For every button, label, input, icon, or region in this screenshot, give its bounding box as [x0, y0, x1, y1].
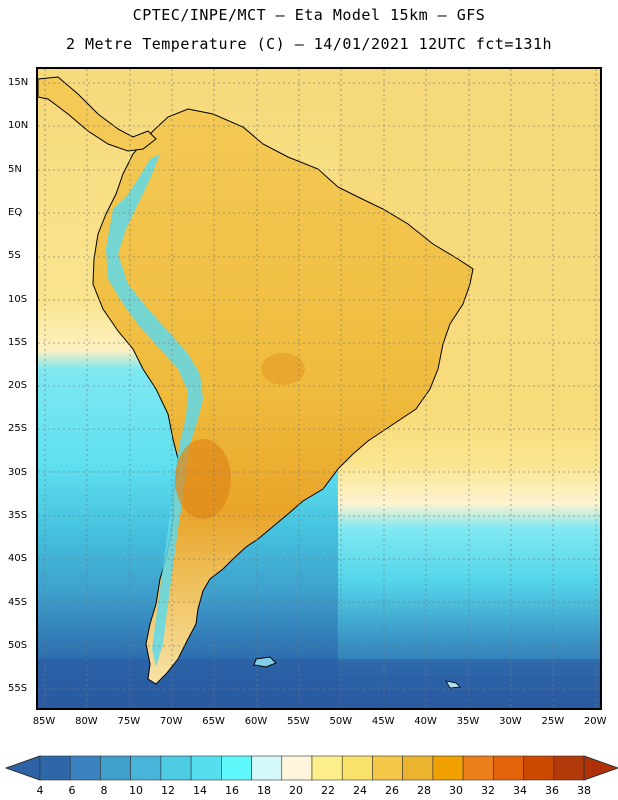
- colorbar-label-34: 34: [513, 784, 527, 797]
- lon-label-35w: 35W: [456, 716, 480, 727]
- colorbar-cell-0: [39, 755, 71, 781]
- lat-label-eq: EQ: [8, 206, 23, 218]
- argentina-warm-core: [175, 439, 231, 519]
- southern-ocean-cold-band: [38, 659, 600, 708]
- lat-label-40s: 40S: [8, 553, 28, 565]
- colorbar-cell-16: [523, 755, 555, 781]
- lat-label-25s: 25S: [8, 423, 28, 435]
- colorbar-cell-14: [462, 755, 494, 781]
- colorbar-label-12: 12: [161, 784, 175, 797]
- lat-label-45s: 45S: [8, 596, 28, 608]
- colorbar-label-30: 30: [449, 784, 463, 797]
- colorbar-label-32: 32: [481, 784, 495, 797]
- colorbar-cell-3: [130, 755, 162, 781]
- colorbar-label-22: 22: [321, 784, 335, 797]
- colorbar-cell-17: [553, 755, 585, 781]
- map-panel: [36, 67, 602, 710]
- colorbar-label-38: 38: [577, 784, 591, 797]
- colorbar-cell-11: [372, 755, 403, 781]
- lon-label-55w: 55W: [287, 716, 310, 727]
- lat-label-55s: 55S: [8, 683, 28, 695]
- lon-label-30w: 30W: [499, 716, 522, 727]
- lat-label-10s: 10S: [8, 293, 28, 305]
- lon-label-25w: 25W: [541, 716, 565, 727]
- lat-label-5s: 5S: [8, 250, 21, 262]
- lat-label-35s: 35S: [8, 510, 28, 521]
- lat-label-15n: 15N: [8, 77, 29, 88]
- colorbar-label-8: 8: [100, 784, 108, 797]
- colorbar-cell-13: [432, 755, 464, 781]
- lon-label-65w: 65W: [202, 716, 225, 727]
- colorbar-cell-10: [341, 755, 373, 781]
- lon-label-80w: 80W: [75, 716, 98, 727]
- lon-label-70w: 70W: [159, 716, 183, 727]
- lat-label-15s: 15S: [8, 336, 28, 348]
- colorbar-low-extend: [4, 755, 41, 781]
- colorbar-cell-2: [100, 755, 131, 781]
- falkland-islands: [253, 656, 277, 668]
- paraguay-warm-spot: [261, 353, 305, 385]
- colorbar-cell-9: [311, 755, 343, 781]
- colorbar-label-26: 26: [385, 784, 399, 797]
- lon-label-40w: 40W: [414, 716, 437, 727]
- lat-label-50s: 50S: [8, 639, 28, 651]
- colorbar-high-extend: [583, 755, 618, 781]
- colorbar-cell-1: [69, 755, 101, 781]
- lon-label-50w: 50W: [329, 716, 353, 727]
- lon-label-45w: 45W: [371, 716, 395, 727]
- colorbar-label-20: 20: [289, 784, 303, 797]
- lon-label-75w: 75W: [117, 716, 141, 727]
- south-america-land: [92, 108, 474, 685]
- lat-label-10n: 10N: [8, 120, 29, 132]
- lat-label-20s: 20S: [8, 380, 28, 392]
- colorbar-cell-12: [402, 755, 434, 781]
- south-georgia-island: [445, 680, 461, 689]
- central-america-land: [38, 76, 157, 152]
- colorbar-label-24: 24: [353, 784, 367, 797]
- graticule: [38, 69, 600, 708]
- colorbar-label-18: 18: [257, 784, 271, 797]
- colorbar-cell-6: [221, 755, 252, 781]
- colorbar-label-36: 36: [545, 784, 559, 797]
- lon-label-85w: 85W: [32, 716, 56, 727]
- colorbar-cell-15: [493, 755, 524, 781]
- chart-subtitle: 2 Metre Temperature (C) – 14/01/2021 12U…: [65, 35, 553, 53]
- colorbar-cell-5: [190, 755, 222, 781]
- lon-label-60w: 60W: [244, 716, 268, 727]
- colorbar-label-16: 16: [225, 784, 239, 797]
- colorbar-cell-7: [251, 755, 283, 781]
- colorbar-cell-8: [281, 755, 313, 781]
- lat-label-30s: 30S: [8, 466, 28, 478]
- temperature-colorbar: [4, 755, 618, 781]
- lat-label-5n: 5N: [8, 163, 22, 175]
- colorbar-label-4: 4: [36, 784, 44, 797]
- colorbar-label-6: 6: [68, 784, 76, 797]
- colorbar-cell-4: [160, 755, 192, 781]
- colorbar-label-10: 10: [129, 784, 143, 797]
- colorbar-label-14: 14: [193, 784, 207, 797]
- chart-title: CPTEC/INPE/MCT – Eta Model 15km – GFS: [132, 6, 486, 24]
- lon-label-20w: 20W: [583, 716, 607, 727]
- colorbar-label-28: 28: [417, 784, 431, 797]
